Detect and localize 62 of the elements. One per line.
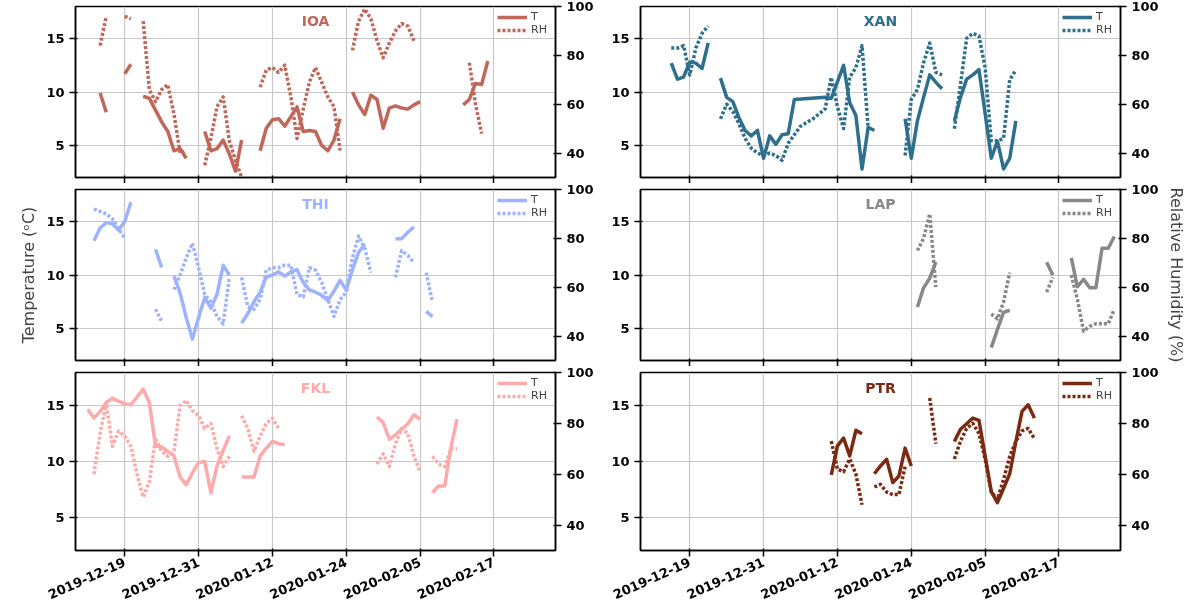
text: XAN	[863, 13, 898, 30]
y2-tick-label: 80	[566, 415, 585, 431]
y2-tick-label: 60	[1131, 279, 1150, 295]
y2-tick-label: 100	[566, 182, 594, 197]
text: LAP	[865, 196, 896, 213]
y2-tick-label: 60	[1131, 466, 1150, 482]
y2-tick-label: 100	[1131, 0, 1159, 14]
y-tick-label: 15	[46, 214, 65, 230]
y-tick-label: 10	[46, 454, 65, 469]
y2-tick-label: 40	[1131, 145, 1150, 161]
y2-tick-label: 60	[1131, 96, 1150, 112]
y-axis-title: Temperature (ᵒC)	[19, 206, 39, 345]
y-tick-label: 15	[611, 214, 630, 230]
y2-tick-label: 100	[566, 365, 594, 380]
legend-label: RH	[531, 23, 548, 36]
text: FKL	[300, 379, 331, 396]
y2-tick-label: 60	[566, 279, 585, 295]
legend-label: RH	[1096, 206, 1113, 219]
y-tick-label: 5	[55, 320, 65, 336]
y2-tick-label: 80	[566, 230, 585, 246]
y2-tick-label: 80	[1131, 415, 1150, 431]
legend-label: T	[1096, 10, 1104, 23]
legend-label: T	[1096, 376, 1104, 389]
legend-label: RH	[531, 206, 548, 219]
y2-tick-label: 40	[1131, 328, 1150, 344]
y-tick-label: 5	[620, 137, 630, 153]
y2-tick-label: 40	[566, 145, 585, 161]
legend-label: RH	[1096, 23, 1113, 36]
y-tick-label: 15	[46, 31, 65, 47]
y-tick-label: 15	[611, 398, 630, 414]
y-tick-label: 5	[620, 509, 630, 525]
y2-tick-label: 80	[1131, 230, 1150, 246]
y2-tick-label: 40	[566, 517, 585, 533]
y2-tick-label: 60	[566, 466, 585, 482]
y-tick-label: 5	[55, 137, 65, 153]
text: IOA	[301, 13, 330, 30]
legend-label: T	[531, 10, 539, 23]
legend-label: T	[1096, 193, 1104, 206]
text: PTR	[865, 379, 897, 396]
y2-tick-label: 80	[1131, 47, 1150, 63]
y-tick-label: 10	[46, 84, 65, 100]
y2-tick-label: 100	[566, 0, 594, 14]
y-tick-label: 10	[611, 267, 630, 283]
y-tick-label: 15	[46, 398, 65, 414]
y2-tick-label: 100	[1131, 182, 1159, 197]
legend-label: T	[531, 376, 539, 389]
y2-tick-label: 80	[566, 47, 585, 63]
legend-label: RH	[1096, 389, 1113, 402]
y-tick-label: 10	[611, 84, 630, 100]
y-tick-label: 5	[55, 509, 65, 525]
legend-label: T	[531, 193, 539, 206]
y2-tick-label: 40	[1131, 517, 1150, 533]
legend-label: RH	[531, 389, 548, 402]
y2-axis-title: Relative Humidity (%)	[1166, 187, 1186, 363]
y2-tick-label: 100	[1131, 365, 1159, 380]
y-tick-label: 15	[611, 31, 630, 47]
y2-tick-label: 60	[566, 96, 585, 112]
y-tick-label: 5	[620, 320, 630, 336]
y2-tick-label: 40	[566, 328, 585, 344]
text: THI	[302, 196, 329, 213]
y-tick-label: 10	[611, 454, 630, 469]
y-tick-label: 10	[46, 267, 65, 283]
